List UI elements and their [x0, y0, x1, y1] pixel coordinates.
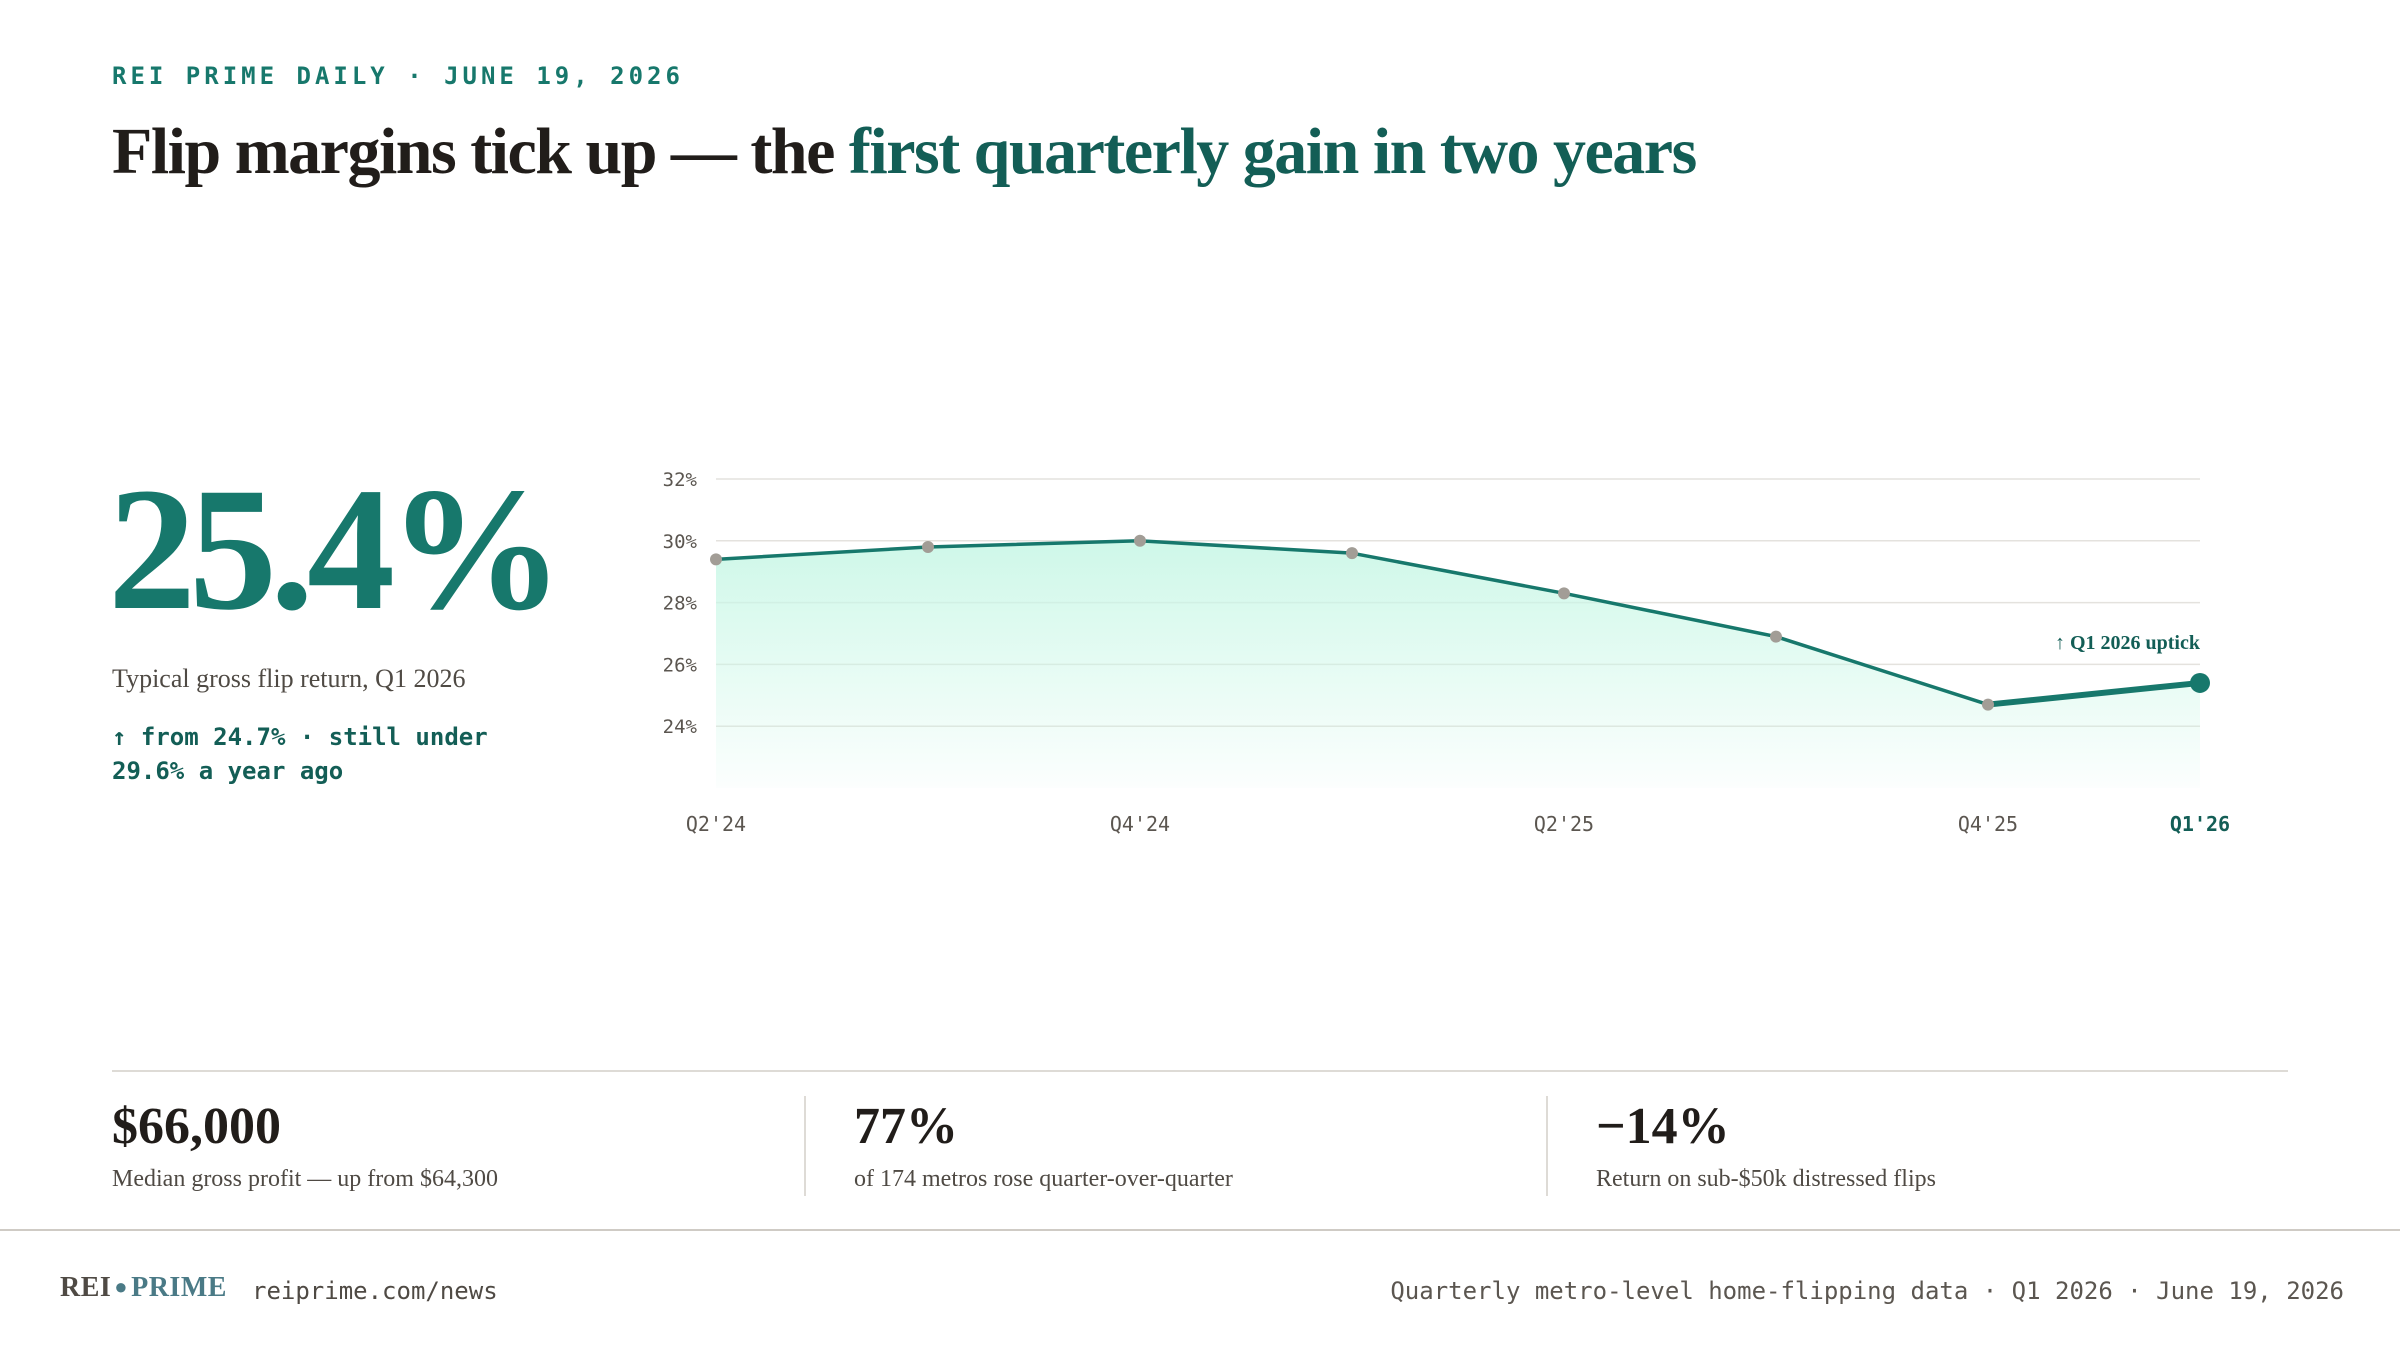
- chart-x-ticks: Q2'24 Q4'24 Q2'25 Q4'25 Q1'26: [686, 812, 2230, 836]
- hero-delta-note: ↑ from 24.7% · still under 29.6% a year …: [112, 723, 488, 785]
- headline: Flip margins tick up — the first quarter…: [112, 112, 1697, 191]
- chart-y-ticks: 32% 30% 28% 26% 24%: [663, 469, 698, 738]
- stat-value: $66,000: [112, 1098, 281, 1155]
- data-point: [922, 540, 934, 553]
- uptick-segment: [1985, 679, 2203, 708]
- headline-lead: Flip margins tick up — the: [112, 115, 849, 188]
- hero-caption: Typical gross flip return, Q1 2026: [112, 664, 466, 693]
- stat-value: 77%: [854, 1098, 958, 1155]
- data-point: [1558, 587, 1570, 600]
- y-tick-label: 28%: [663, 593, 698, 615]
- stats-divider-rule: [112, 1070, 2288, 1072]
- y-tick-label: 32%: [663, 469, 698, 491]
- stat-label: of 174 metros rose quarter-over-quarter: [854, 1166, 1233, 1192]
- y-tick-label: 26%: [663, 654, 698, 676]
- x-tick-label: Q1'26: [2170, 812, 2230, 836]
- logo-text-rei: REI: [60, 1272, 112, 1303]
- chart-area-fill: [716, 540, 2200, 788]
- footer-url-link[interactable]: reiprime.com/news: [252, 1277, 498, 1305]
- footer-logo: REI ● PRIME: [60, 1272, 227, 1304]
- x-tick-label: Q4'24: [1110, 812, 1170, 836]
- data-point: [1134, 534, 1146, 547]
- latest-data-point: [2190, 672, 2210, 693]
- y-tick-label: 30%: [663, 531, 698, 553]
- stat-value: −14%: [1596, 1098, 1730, 1155]
- footer-description: Quarterly metro-level home-flipping data…: [1390, 1277, 2344, 1305]
- data-point: [710, 553, 722, 566]
- data-point: [1982, 698, 1994, 711]
- logo-dot-icon: ●: [114, 1274, 129, 1299]
- data-point: [1346, 547, 1358, 560]
- logo-text-prime: PRIME: [131, 1272, 227, 1303]
- data-point: [1770, 630, 1782, 643]
- footer-rule: [0, 1229, 2400, 1231]
- area-fill: [716, 540, 2200, 788]
- x-tick-label: Q2'24: [686, 812, 746, 836]
- headline-accent: first quarterly gain in two years: [848, 115, 1697, 188]
- chart-annotation: ↑ Q1 2026 uptick: [2055, 632, 2201, 654]
- x-tick-label: Q4'25: [1958, 812, 2018, 836]
- y-tick-label: 24%: [663, 716, 698, 738]
- hero-value: 25.4%: [108, 452, 564, 647]
- chart-points: [710, 534, 2210, 711]
- kicker: REI PRIME DAILY · JUNE 19, 2026: [112, 62, 684, 90]
- stat-label: Median gross profit — up from $64,300: [112, 1166, 498, 1192]
- stat-label: Return on sub-$50k distressed flips: [1596, 1166, 1936, 1192]
- stat-divider: [804, 1096, 806, 1196]
- stat-divider: [1546, 1096, 1548, 1196]
- x-tick-label: Q2'25: [1534, 812, 1594, 836]
